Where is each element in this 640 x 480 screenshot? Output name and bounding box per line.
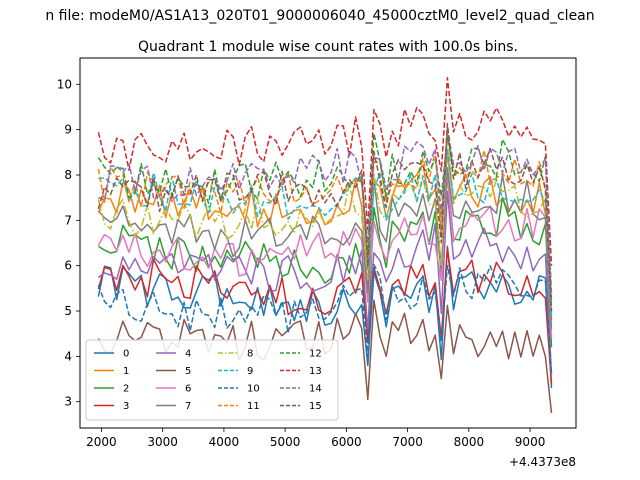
legend-label-15: 15 [309,401,322,412]
y-tick-label: 8 [64,168,72,182]
y-tick-label: 9 [64,123,72,137]
figure-suptitle: n file: modeM0/AS1A13_020T01_9000006040_… [45,8,594,24]
y-tick-label: 6 [64,259,72,273]
x-tick-label: 9000 [515,435,546,449]
plot-frame [79,57,577,429]
x-axis: 2000 3000 4000 5000 6000 7000 8000 9000 [86,428,545,449]
legend-label-8: 8 [247,349,253,360]
y-tick-label: 10 [57,77,72,91]
legend-label-12: 12 [309,349,322,360]
legend-label-13: 13 [309,366,322,377]
legend-label-7: 7 [185,401,191,412]
x-tick-label: 4000 [209,435,240,449]
y-tick-label: 4 [64,349,72,363]
series-line-4 [97,190,553,375]
x-tick-label: 7000 [392,435,423,449]
series-line-1 [97,154,553,321]
legend-label-6: 6 [185,384,191,395]
series-line-7 [97,166,553,330]
x-tick-label: 6000 [331,435,362,449]
series-line-10 [97,263,553,375]
legend-label-14: 14 [309,384,322,395]
chart-title: Quadrant 1 module wise count rates with … [138,39,518,55]
legend-label-1: 1 [123,366,129,377]
series-line-15 [97,122,553,312]
legend-box [85,339,339,421]
y-tick-label: 5 [64,304,72,318]
y-axis: 3 4 5 6 7 8 9 10 [57,77,80,409]
y-tick-label: 3 [64,395,72,409]
series-line-6 [97,172,553,339]
legend-label-2: 2 [123,384,129,395]
x-tick-label: 8000 [454,435,485,449]
legend-label-5: 5 [185,366,191,377]
legend-label-9: 9 [247,366,253,377]
legend-label-4: 4 [185,349,191,360]
legend-label-10: 10 [247,384,260,395]
series-line-9 [98,147,553,316]
series-line-11 [97,125,553,312]
x-tick-label: 3000 [147,435,178,449]
legend-label-11: 11 [247,401,260,412]
x-tick-label: 2000 [86,435,117,449]
x-tick-label: 5000 [270,435,301,449]
y-tick-label: 7 [64,213,72,227]
legend-label-0: 0 [123,349,129,360]
legend-label-3: 3 [123,401,129,412]
series-line-13 [97,77,553,266]
x-offset-label: +4.4373e8 [509,455,576,469]
